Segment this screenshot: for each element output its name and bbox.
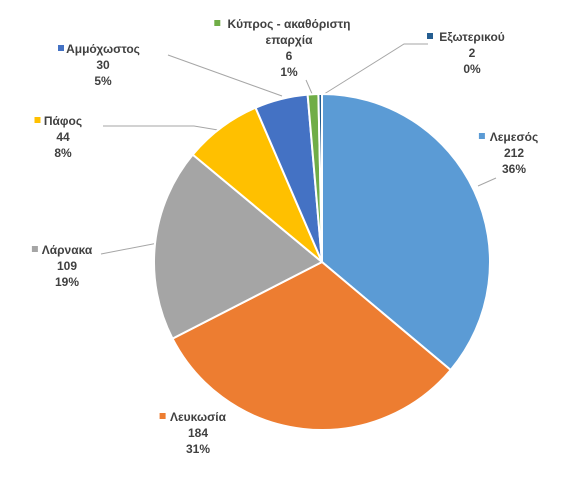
- slice-percent-label: 5%: [94, 74, 112, 88]
- leader-line: [167, 54, 283, 97]
- slice-value-label: 2: [469, 46, 476, 60]
- slice-value-label: 44: [56, 130, 70, 144]
- data-label: Λάρνακα 109 19%: [31, 243, 93, 289]
- data-labels: Λεμεσός 212 36% Λευκωσία 184 31% Λάρνακα 109 19%…: [31, 17, 539, 456]
- slice-value-label: 184: [188, 426, 208, 440]
- slice-name-label: Λάρνακα: [42, 243, 93, 257]
- leader-line: [320, 43, 428, 97]
- leader-line: [100, 242, 159, 255]
- legend-key-icon: [214, 20, 221, 26]
- slice-value-label: 6: [286, 49, 293, 63]
- slice-name-label: Λεμεσός: [490, 130, 539, 144]
- data-label: Λευκωσία 184 31%: [159, 410, 227, 456]
- slice-name-label: Πάφος: [44, 114, 82, 128]
- slice-percent-label: 8%: [54, 146, 72, 160]
- data-label: Πάφος 44 8%: [34, 114, 82, 160]
- legend-key-icon: [31, 246, 38, 252]
- leader-line: [477, 177, 497, 187]
- leader-lines: [100, 43, 497, 255]
- slice-name-label: Εξωτερικού: [439, 30, 505, 44]
- legend-key-icon: [34, 117, 41, 123]
- data-label: Λεμεσός 212 36%: [478, 130, 539, 176]
- data-label: Κύπρος - ακαθόριστη επαρχία 6 1%: [214, 17, 351, 79]
- pie-slice: [321, 92, 491, 372]
- legend-key-icon: [427, 33, 433, 39]
- slice-name-label: Κύπρος - ακαθόριστη: [227, 17, 350, 31]
- pie-slice: [153, 153, 324, 340]
- leader-line: [103, 125, 219, 131]
- slice-value-label: 212: [504, 146, 524, 160]
- slice-value-label: 30: [96, 58, 110, 72]
- data-label: Εξωτερικού 2 0%: [427, 30, 505, 76]
- slice-percent-label: 31%: [186, 442, 210, 456]
- pie-slice: [317, 92, 323, 263]
- slice-percent-label: 0%: [463, 62, 481, 76]
- slice-name-label: Λευκωσία: [170, 410, 227, 424]
- pie-slices: [153, 92, 491, 431]
- slice-value-label: 109: [57, 259, 77, 273]
- slice-percent-label: 19%: [55, 275, 79, 289]
- legend-key-icon: [159, 413, 166, 419]
- slice-name-label: επαρχία: [266, 33, 314, 47]
- slice-percent-label: 36%: [502, 162, 526, 176]
- slice-percent-label: 1%: [280, 65, 298, 79]
- legend-key-icon: [478, 133, 485, 139]
- legend-key-icon: [58, 45, 64, 51]
- data-label: Αμμόχωστος 30 5%: [58, 42, 140, 88]
- slice-name-label: Αμμόχωστος: [66, 42, 140, 56]
